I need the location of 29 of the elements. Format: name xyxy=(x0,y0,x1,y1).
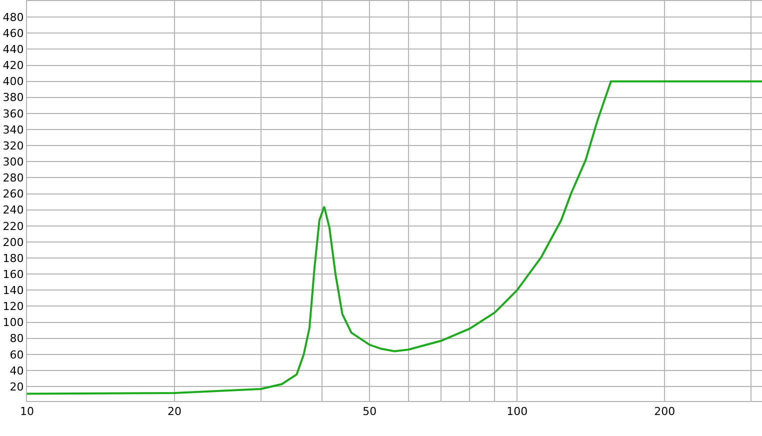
y-tick-label: 400 xyxy=(2,75,24,88)
y-tick-label: 180 xyxy=(2,252,24,265)
x-tick-label: 200 xyxy=(654,405,676,418)
y-tick-label: 440 xyxy=(2,43,24,56)
y-tick-label: 280 xyxy=(2,172,24,185)
y-tick-label: 380 xyxy=(2,91,24,104)
x-tick-label: 10 xyxy=(20,405,34,418)
y-tick-label: 220 xyxy=(2,220,24,233)
y-tick-label: 160 xyxy=(2,268,24,281)
y-tick-label: 80 xyxy=(10,332,24,346)
y-tick-label: 420 xyxy=(2,59,24,72)
y-tick-label: 60 xyxy=(10,348,24,362)
y-tick-label: 200 xyxy=(2,236,24,249)
y-tick-label: 320 xyxy=(2,139,24,152)
y-tick-label: 260 xyxy=(2,188,24,201)
y-tick-label: 460 xyxy=(2,26,24,40)
y-tick-label: 20 xyxy=(10,380,24,394)
x-tick-label: 50 xyxy=(362,405,377,418)
y-tick-label: 360 xyxy=(2,107,24,120)
x-tick-label: 100 xyxy=(506,405,528,418)
y-tick-label: 140 xyxy=(2,284,24,298)
x-tick-label: 20 xyxy=(168,405,182,418)
y-tick-label: 480 xyxy=(2,10,24,24)
y-tick-label: 40 xyxy=(10,364,24,378)
y-tick-label: 300 xyxy=(2,155,24,168)
y-tick-label: 340 xyxy=(2,123,24,136)
y-tick-label: 100 xyxy=(2,316,24,330)
y-tick-label: 120 xyxy=(2,300,24,314)
y-tick-label: 240 xyxy=(2,204,24,217)
